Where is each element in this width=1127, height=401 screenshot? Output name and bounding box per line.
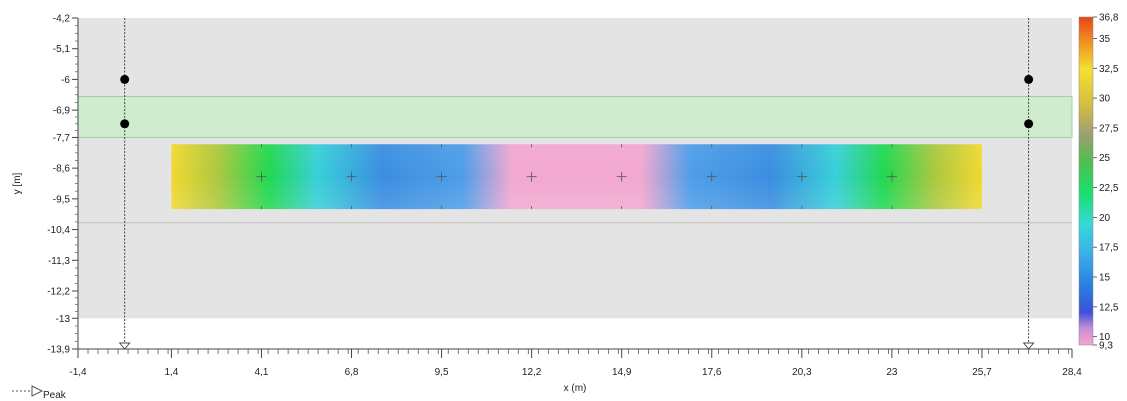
colorbar-tick-label: 30 <box>1099 94 1111 105</box>
support-dot <box>120 119 130 129</box>
measure-points <box>256 144 897 210</box>
y-axis: -4,2 -5,1 -6 -6,9 -7,7 -8,6 -9,5 -10,4 -11,3 -12,… <box>47 14 79 356</box>
heatmap-slab <box>171 144 982 210</box>
y-tick-label: -8,6 <box>53 164 71 175</box>
colorbar-tick-label: 32,5 <box>1099 64 1119 75</box>
y-tick-label: -13,9 <box>47 345 70 356</box>
colorbar-tick-label: 17,5 <box>1099 243 1119 254</box>
y-tick-label: -10,4 <box>47 225 70 236</box>
colorbar-tick-label: 36,8 <box>1099 13 1119 24</box>
measure-point-marker <box>616 144 627 210</box>
x-tick-label: 25,7 <box>972 367 992 378</box>
support-dot <box>1024 119 1034 129</box>
colorbar-tick-label: 22,5 <box>1099 183 1119 194</box>
support-marker-icon <box>1022 342 1035 350</box>
support-dot <box>1024 74 1034 84</box>
colorbar-tick-label: 25 <box>1099 153 1111 164</box>
measure-point-marker <box>796 144 807 210</box>
y-tick-label: -12,2 <box>47 286 70 297</box>
x-axis: -1,4 1,4 4,1 6,8 9,5 12,2 14,9 17,6 20,3 23 25,7 28… <box>69 348 1082 378</box>
x-tick-label: 1,4 <box>164 367 178 378</box>
x-tick-label: 28,4 <box>1062 367 1082 378</box>
x-tick-label: -1,4 <box>69 367 87 378</box>
measure-point-marker <box>346 144 357 210</box>
x-tick-label: 14,9 <box>612 367 632 378</box>
x-tick-label: 4,1 <box>255 367 269 378</box>
y-axis-title: y [m] <box>12 172 23 194</box>
highlight-band <box>77 95 1073 138</box>
y-tick-label: -6 <box>61 75 70 86</box>
x-tick-label: 9,5 <box>435 367 449 378</box>
x-axis-title: x (m) <box>564 383 587 394</box>
legend-label: Peak <box>43 390 67 401</box>
x-tick-label: 12,2 <box>522 367 542 378</box>
y-tick-label: -13 <box>56 314 71 325</box>
colorbar-tick-label: 27,5 <box>1099 123 1119 134</box>
x-tick-label: 20,3 <box>792 367 812 378</box>
colorbar-tick-label: 15 <box>1099 273 1111 284</box>
x-tick-label: 23 <box>886 367 898 378</box>
legend: Peak <box>12 385 67 401</box>
colorbar: 36,8 35 32,5 30 27,5 25 22,5 20 17,5 15 12,5 109,3 <box>1078 13 1119 352</box>
measure-point-marker <box>256 144 267 210</box>
x-tick-label: 17,6 <box>702 367 722 378</box>
x-tick-label: 6,8 <box>345 367 359 378</box>
colorbar-tick-label: 20 <box>1099 213 1111 224</box>
colorbar-tick-label: 12,5 <box>1099 302 1119 313</box>
support-marker-icon <box>118 342 131 350</box>
y-tick-label: -5,1 <box>53 44 71 55</box>
y-tick-label: -6,9 <box>53 106 71 117</box>
colorbar-tick-label: 35 <box>1099 34 1111 45</box>
supports <box>118 18 1035 350</box>
colorbar-tick-label: 9,3 <box>1099 341 1113 352</box>
y-tick-label: -4,2 <box>53 14 71 25</box>
support <box>118 18 131 350</box>
support-dot <box>120 74 130 84</box>
measure-point-marker <box>526 144 537 210</box>
measure-point-marker <box>706 144 717 210</box>
colorbar-tick-label: 10 <box>1099 332 1111 343</box>
y-tick-label: -7,7 <box>53 133 71 144</box>
measure-point-marker <box>886 144 897 210</box>
peak-marker-icon <box>31 385 44 397</box>
y-tick-label: -9,5 <box>53 194 71 205</box>
support <box>1022 18 1035 350</box>
measure-point-marker <box>436 144 447 210</box>
y-tick-label: -11,3 <box>48 256 70 267</box>
